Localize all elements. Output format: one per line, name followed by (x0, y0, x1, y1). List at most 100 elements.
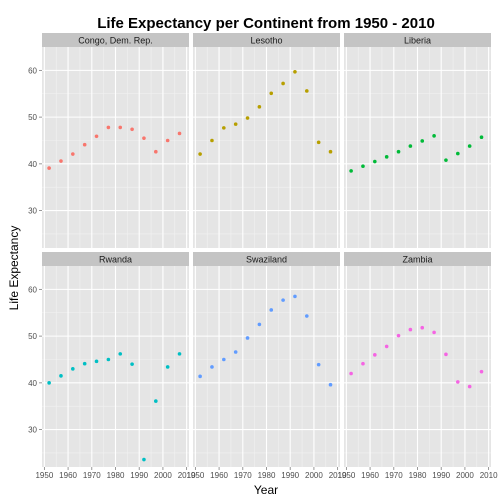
data-point (118, 125, 123, 130)
data-point (165, 138, 170, 143)
y-tick-label: 40 (28, 379, 37, 388)
facet-lesotho: Lesotho (193, 33, 340, 248)
facet-strip (193, 33, 340, 47)
data-point (47, 166, 51, 170)
facet-panels: Congo, Dem. Rep. 30 40 50 60 Lesotho Liberia Rw… (28, 33, 498, 480)
data-point (177, 131, 182, 136)
y-tick-label: 50 (28, 113, 37, 122)
x-tick-label: 2000 (154, 471, 172, 480)
data-point (177, 352, 182, 356)
data-point (198, 374, 202, 379)
data-point (210, 138, 214, 143)
facet-strip (42, 33, 189, 47)
data-point (142, 457, 146, 462)
y-tick-label: 30 (28, 207, 37, 216)
data-point (130, 127, 134, 132)
facet-strip (42, 252, 189, 266)
y-axis-title: Life Expectancy (7, 226, 21, 311)
data-point (316, 362, 321, 367)
data-point (245, 116, 250, 120)
data-point (293, 69, 297, 74)
x-tick-label: 2000 (305, 471, 323, 480)
data-point (328, 382, 333, 387)
data-point (479, 369, 484, 374)
data-point (444, 352, 448, 357)
data-point (82, 142, 87, 147)
facet-strip (193, 252, 340, 266)
x-tick-label: 1960 (361, 471, 379, 480)
data-point (467, 144, 472, 148)
data-point (467, 384, 472, 389)
facet-strip (344, 252, 491, 266)
data-point (420, 325, 425, 330)
data-point (361, 361, 365, 366)
data-point (47, 381, 51, 385)
data-point (361, 164, 365, 168)
data-point (305, 89, 309, 93)
facet-strip-label: Liberia (404, 36, 431, 46)
data-point (396, 333, 401, 338)
data-point (59, 159, 63, 163)
data-point (154, 149, 158, 154)
data-point (94, 359, 99, 364)
y-tick-label: 40 (28, 160, 37, 169)
data-point (349, 169, 353, 173)
data-point (456, 380, 460, 384)
facet-strip-label: Zambia (402, 255, 432, 265)
facet-swaziland: Swaziland 1950 1960 1970 1980 1990 2000 2010 (186, 252, 347, 480)
data-point (210, 365, 214, 369)
data-point (420, 139, 425, 143)
y-tick-label: 50 (28, 332, 37, 341)
facet-strip-label: Congo, Dem. Rep. (78, 36, 153, 46)
x-tick-label: 2000 (456, 471, 474, 480)
y-tick-label: 30 (28, 426, 37, 435)
data-point (373, 353, 377, 357)
x-tick-label: 1990 (432, 471, 450, 480)
x-tick-label: 1950 (35, 471, 53, 480)
data-point (408, 144, 413, 148)
data-point (479, 135, 484, 140)
x-axis-title: Year (254, 483, 278, 497)
data-point (396, 149, 401, 154)
data-point (257, 105, 262, 109)
x-tick-label: 1950 (337, 471, 355, 480)
data-point (293, 294, 297, 299)
data-point (233, 350, 238, 354)
data-point (384, 155, 389, 159)
data-point (154, 399, 158, 403)
y-tick-label: 60 (28, 66, 37, 75)
x-tick-label: 1980 (258, 471, 276, 480)
data-point (349, 371, 353, 376)
data-point (222, 126, 226, 130)
data-point (82, 361, 87, 366)
x-tick-label: 1970 (234, 471, 252, 480)
facet-congo-dem-rep: Congo, Dem. Rep. 30 40 50 60 (28, 33, 189, 248)
data-point (165, 365, 170, 369)
data-point (94, 134, 99, 139)
data-point (432, 330, 436, 335)
data-point (198, 152, 202, 156)
data-point (118, 352, 123, 356)
data-point (233, 122, 238, 126)
x-tick-label: 2010 (480, 471, 498, 480)
data-point (71, 152, 75, 156)
data-point (245, 336, 250, 340)
data-point (281, 81, 285, 86)
data-point (59, 374, 63, 378)
data-point (305, 314, 309, 318)
data-point (130, 362, 134, 366)
y-tick-label: 60 (28, 285, 37, 294)
data-point (432, 134, 436, 138)
data-point (269, 91, 274, 96)
data-point (142, 136, 146, 140)
x-tick-label: 2010 (329, 471, 347, 480)
x-tick-label: 1990 (130, 471, 148, 480)
facet-strip-label: Swaziland (246, 255, 287, 265)
facet-liberia: Liberia (344, 33, 491, 248)
data-point (408, 327, 413, 332)
chart-title: Life Expectancy per Continent from 1950 … (97, 15, 435, 32)
facet-rwanda: Rwanda 30 40 50 60 1950 1960 1970 1980 1990 2000 20… (28, 252, 196, 480)
x-tick-label: 1980 (107, 471, 125, 480)
data-point (222, 357, 226, 362)
x-tick-label: 1970 (385, 471, 403, 480)
